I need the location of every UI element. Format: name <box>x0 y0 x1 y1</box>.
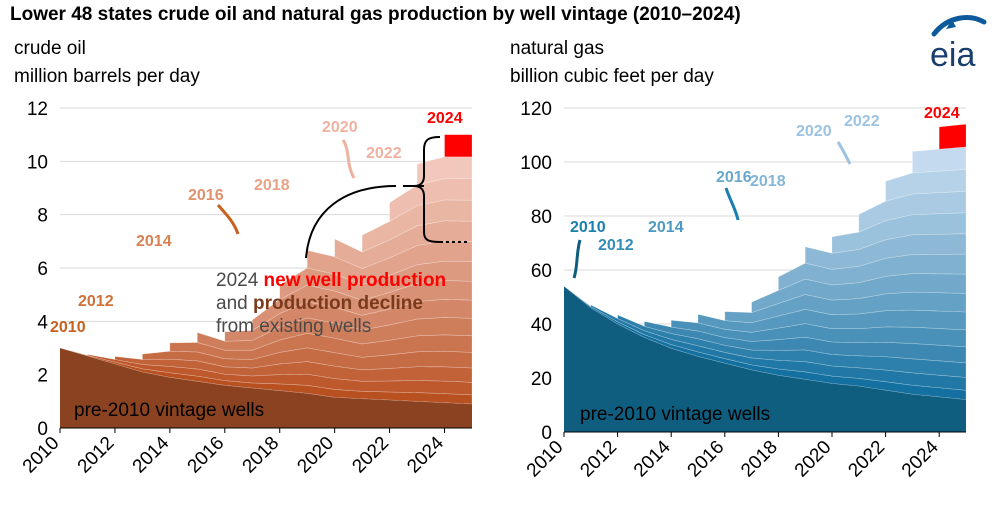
y-tick-label: 120 <box>520 99 552 120</box>
area-vintage-2013 <box>142 347 473 371</box>
vintage-label-2012: 2012 <box>598 237 634 254</box>
label-connector-2010 <box>572 239 582 279</box>
area-vintage-2023 <box>912 146 967 174</box>
area-vintage-2022 <box>885 168 967 202</box>
annotation-line-2-prefix: and <box>216 293 253 314</box>
area-vintage-2015 <box>197 317 473 351</box>
stacked-areas <box>59 134 473 428</box>
vintage-label-2020: 2020 <box>322 119 358 136</box>
area-vintage-2023 <box>416 156 473 186</box>
chart-title: Lower 48 states crude oil and natural ga… <box>10 4 741 25</box>
eia-logo-text: eia <box>930 36 975 74</box>
x-tick-label: 2016 <box>684 437 729 482</box>
x-tick-label: 2018 <box>737 437 782 482</box>
x-tick-label: 2010 <box>523 437 568 482</box>
vintage-label-2018: 2018 <box>750 173 786 190</box>
y-tick-label: 0 <box>37 419 48 440</box>
base-series-label: pre-2010 vintage wells <box>74 400 264 421</box>
vintage-label-2014: 2014 <box>648 219 684 236</box>
oil-panel-title: crude oil <box>14 38 86 59</box>
base-series-label: pre-2010 vintage wells <box>580 404 770 425</box>
vintage-label-2018: 2018 <box>254 177 290 194</box>
vintage-label-2010: 2010 <box>570 219 606 236</box>
label-connector-2016 <box>724 187 740 221</box>
annotation-line-1-prefix: 2024 <box>216 270 264 291</box>
y-tick-label: 4 <box>37 312 48 333</box>
y-tick-label: 6 <box>37 259 48 280</box>
vintage-label-2016: 2016 <box>188 187 224 204</box>
vintage-label-2024: 2024 <box>924 105 960 122</box>
area-vintage-2015 <box>697 309 967 333</box>
y-tick-label: 100 <box>520 153 552 174</box>
annotation-line-1-highlight: new well production <box>264 270 447 291</box>
vintage-label-2022: 2022 <box>366 145 402 162</box>
x-tick-label: 2024 <box>898 436 943 481</box>
label-connector-2020 <box>836 141 852 165</box>
x-tick-label: 2022 <box>844 437 889 482</box>
area-vintage-2012 <box>617 314 967 378</box>
label-connector-2020 <box>341 139 356 179</box>
annotation-line-2: and production decline <box>216 293 423 314</box>
y-tick-label: 12 <box>27 99 48 120</box>
area-vintage-2024 <box>444 134 473 158</box>
y-tick-label: 80 <box>531 207 552 228</box>
area-vintage-2011 <box>87 354 473 396</box>
annotation-line-3: from existing wells <box>216 316 371 337</box>
y-tick-label: 0 <box>541 423 552 444</box>
area-vintage-2024 <box>938 123 967 150</box>
oil-chart: 0 2 4 6 8 10 12 2010 2012 2014 2016 2018 2020 2022 202… <box>19 99 473 477</box>
x-tick-label: 2020 <box>791 437 836 482</box>
vintage-label-2020: 2020 <box>796 123 832 140</box>
vintage-label-2010: 2010 <box>50 319 86 336</box>
eia-logo-mark: eia <box>930 15 987 74</box>
x-tick-label: 2012 <box>576 437 621 482</box>
x-tick-label: 2014 <box>630 436 675 481</box>
area-pre-2010 <box>60 348 472 428</box>
gas-y-axis-label: billion cubic feet per day <box>510 66 714 87</box>
label-connector-2016 <box>216 204 240 235</box>
annotation-leader-line <box>305 185 397 259</box>
area-pre-2010 <box>564 286 966 432</box>
y-tick-label: 20 <box>531 369 552 390</box>
y-tick-label: 60 <box>531 261 552 282</box>
vintage-label-2014: 2014 <box>136 233 172 250</box>
annotation-line-1: 2024 new well production <box>216 270 446 291</box>
oil-y-axis-label: million barrels per day <box>14 66 200 87</box>
annotation-bracket <box>413 136 441 243</box>
y-tick-label: 2 <box>37 366 48 387</box>
vintage-label-2012: 2012 <box>78 293 114 310</box>
vintage-label-2024: 2024 <box>427 110 463 127</box>
eia-logo: eia <box>920 14 990 76</box>
vintage-label-2016: 2016 <box>716 169 752 186</box>
annotation-line-2-bold: production decline <box>253 293 423 314</box>
y-tick-label: 8 <box>37 206 48 227</box>
stacked-areas <box>563 123 967 432</box>
y-tick-label: 10 <box>27 152 48 173</box>
vintage-label-2022: 2022 <box>844 113 880 130</box>
gas-panel-title: natural gas <box>510 38 605 59</box>
y-tick-label: 40 <box>531 315 552 336</box>
